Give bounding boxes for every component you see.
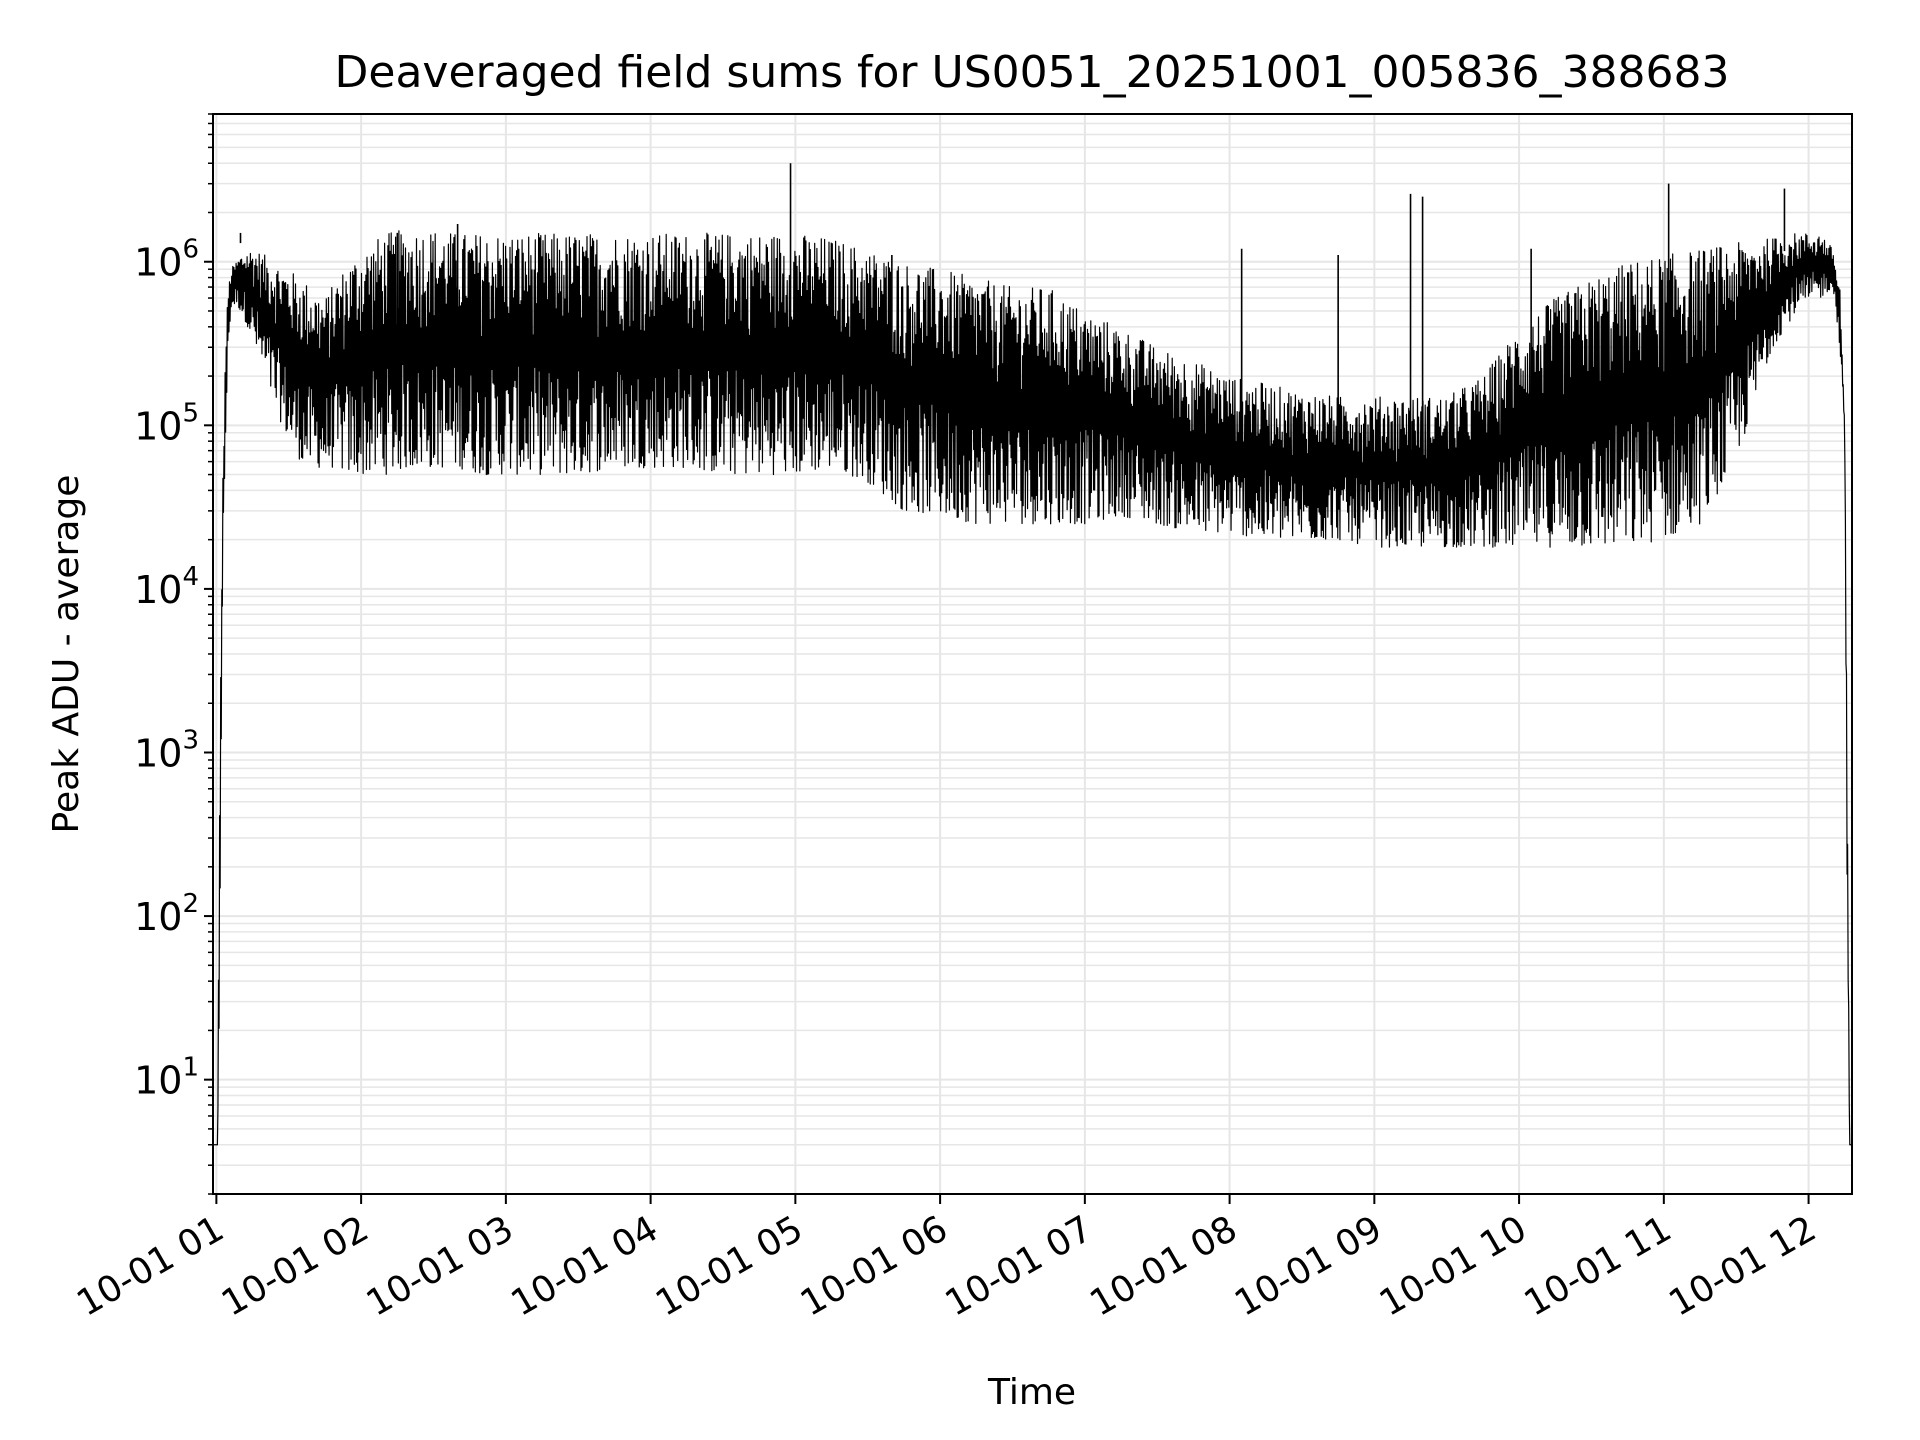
y-axis-label: Peak ADU - average (46, 475, 87, 834)
x-tick-label: 10-01 08 (1083, 1208, 1244, 1324)
x-tick-label: 10-01 01 (70, 1208, 231, 1324)
y-tick-label: 104 (134, 562, 199, 612)
x-tick-label: 10-01 09 (1228, 1208, 1389, 1324)
x-tick-label: 10-01 04 (504, 1208, 665, 1324)
x-tick-label: 10-01 12 (1662, 1208, 1823, 1324)
y-tick-label: 106 (134, 235, 199, 285)
x-axis-label: Time (987, 1372, 1076, 1413)
x-tick-label: 10-01 05 (649, 1208, 810, 1324)
x-tick-label: 10-01 11 (1518, 1208, 1679, 1324)
plot-area (212, 163, 1853, 1146)
y-axis: 101 102 103 104 105 106 (134, 113, 213, 1195)
y-tick-label: 101 (134, 1053, 199, 1103)
x-tick-label: 10-01 10 (1373, 1208, 1534, 1324)
chart-title: Deaveraged field sums for US0051_2025100… (335, 47, 1730, 98)
x-tick-label: 10-01 03 (360, 1208, 521, 1324)
series-line (212, 230, 1853, 1146)
y-tick-label: 105 (134, 398, 199, 448)
y-tick-label: 102 (134, 889, 199, 939)
x-tick-label: 10-01 06 (794, 1208, 955, 1324)
x-tick-label: 10-01 02 (215, 1208, 376, 1324)
y-tick-label: 103 (134, 725, 199, 775)
grid-lines (213, 113, 1852, 1195)
x-tick-label: 10-01 07 (939, 1208, 1100, 1324)
